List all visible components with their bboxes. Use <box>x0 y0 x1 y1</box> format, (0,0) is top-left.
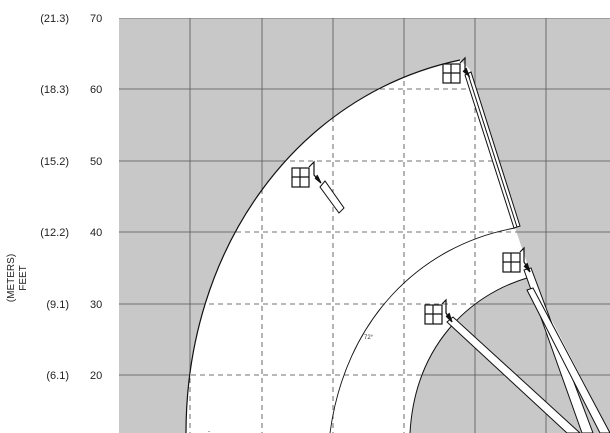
y-tick-meters: (12.2) <box>40 227 69 239</box>
platform-center <box>424 298 453 325</box>
main-boom <box>464 71 521 229</box>
y-axis-title: (METERS) FEET <box>6 254 29 302</box>
y-axis-ticks: (21.3) 70 (18.3) 60 (15.2) 50 (12.2) 40 … <box>40 13 102 382</box>
inner-boundary-arc <box>409 277 528 433</box>
y-tick-feet: 70 <box>90 13 102 25</box>
platform-upper-left <box>291 160 322 188</box>
y-tick-feet: 60 <box>90 84 102 96</box>
angle-label: 72° <box>364 335 374 341</box>
y-axis-title-feet: FEET <box>18 265 29 291</box>
y-tick-feet: 30 <box>90 299 102 311</box>
outer-envelope-boundary <box>185 59 461 433</box>
y-tick-meters: (21.3) <box>40 13 69 25</box>
platform-right <box>502 246 531 273</box>
y-tick-feet: 50 <box>90 156 102 168</box>
y-tick-meters: (15.2) <box>40 156 69 168</box>
y-tick-meters: (18.3) <box>40 84 69 96</box>
y-axis-title-units: (METERS) <box>6 254 17 302</box>
y-tick-feet: 20 <box>90 370 102 382</box>
upper-left-arm <box>319 180 345 214</box>
y-tick-meters: (9.1) <box>46 299 69 311</box>
middle-reach-arc <box>329 227 516 433</box>
arc-mark-label: - <box>208 429 210 433</box>
platform-top <box>442 56 471 84</box>
y-tick-feet: 40 <box>90 227 102 239</box>
inner-gray-region <box>410 278 610 433</box>
y-tick-meters: (6.1) <box>46 370 69 382</box>
